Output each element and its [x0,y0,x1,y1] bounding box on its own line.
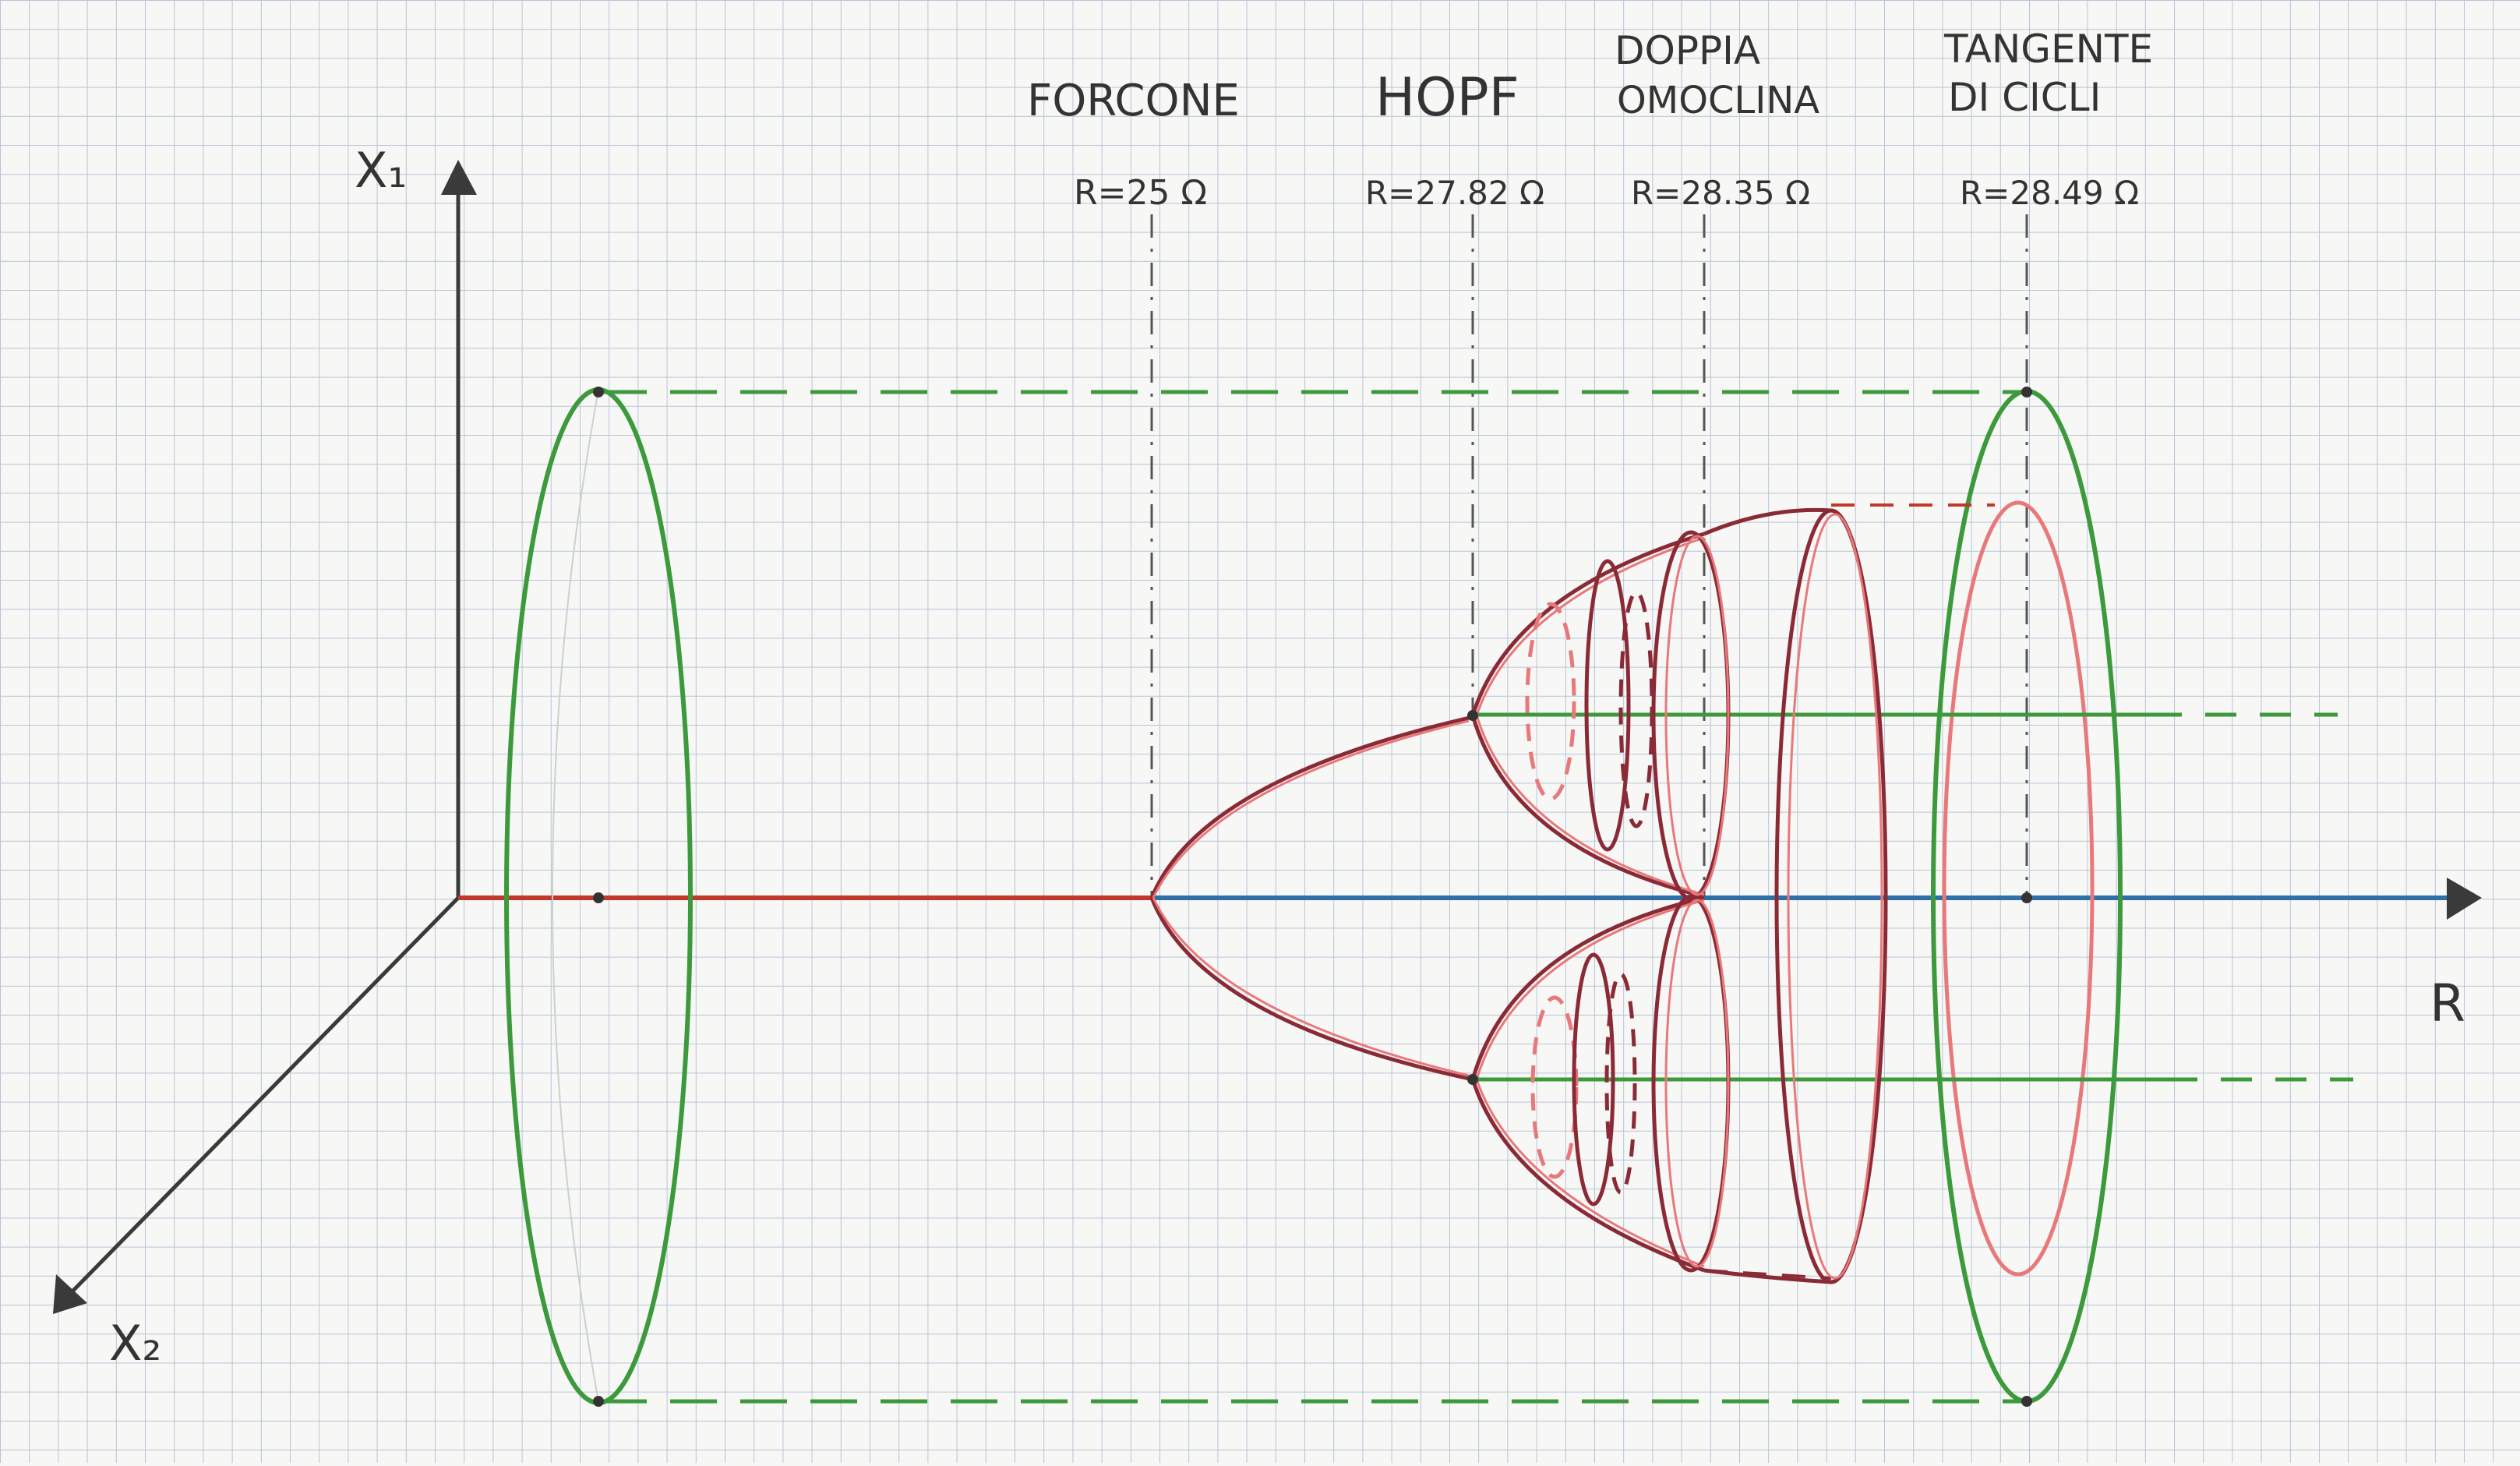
omoclina-label: OMOCLINA [1617,79,1819,122]
large-cycle-pink [1787,513,1883,1280]
forcone-label: FORCONE [1027,76,1240,126]
pitchfork-upper-branch [1149,715,1474,899]
lower-cycle-family [1470,894,1731,1273]
right-cycle-bottom-point [2021,1396,2032,1407]
right-cycle-center-point [2021,892,2032,903]
right-cycle-top-point [2021,387,2032,397]
x2-axis-label: X₂ [109,1315,161,1372]
bifurcation-labels: FORCONE R=25 Ω HOPF R=27.82 Ω DOPPIA OMO… [1027,26,2153,213]
r-axis-label: R [2430,973,2465,1033]
unstable-limit-cycle-right [1942,500,2095,1277]
special-points [593,387,2032,1407]
pitchfork-lower-pink [1152,897,1470,1077]
tangente-di-cicli-value: R=28.49 Ω [1960,174,2139,212]
doppia-omoclina-value: R=28.35 Ω [1631,174,1810,212]
x2-axis [65,896,460,1299]
left-cycle-top-point [593,387,604,397]
left-cycle-inner-trace [552,389,599,1402]
hopf-label: HOPF [1375,67,1519,129]
pitchfork-upper-pink [1152,719,1470,899]
left-cycle-center-point [593,892,604,903]
tangente-label: TANGENTE [1943,26,2153,72]
r-axis-arrowhead [2447,878,2482,920]
large-cycles [1703,507,1888,1284]
di-cicli-label: DI CICLI [1948,75,2101,120]
x1-axis-label: X₁ [355,142,407,199]
hopf-value: R=27.82 Ω [1365,174,1544,212]
left-cycle-bottom-point [593,1396,604,1407]
axes [53,160,477,1314]
upper-cycle-family [1470,530,1731,901]
forcone-value: R=25 Ω [1074,173,1207,213]
x2-axis-arrowhead [53,1274,87,1314]
bifurcation-markers [1150,214,2028,896]
doppia-label: DOPPIA [1615,28,1760,73]
x1-axis-arrowhead [441,160,477,195]
stable-cycle-envelope [600,390,2026,1404]
pitchfork-lower-branch [1149,897,1474,1082]
hopf-upper-point [1467,710,1478,721]
hopf-lower-point [1467,1074,1478,1085]
